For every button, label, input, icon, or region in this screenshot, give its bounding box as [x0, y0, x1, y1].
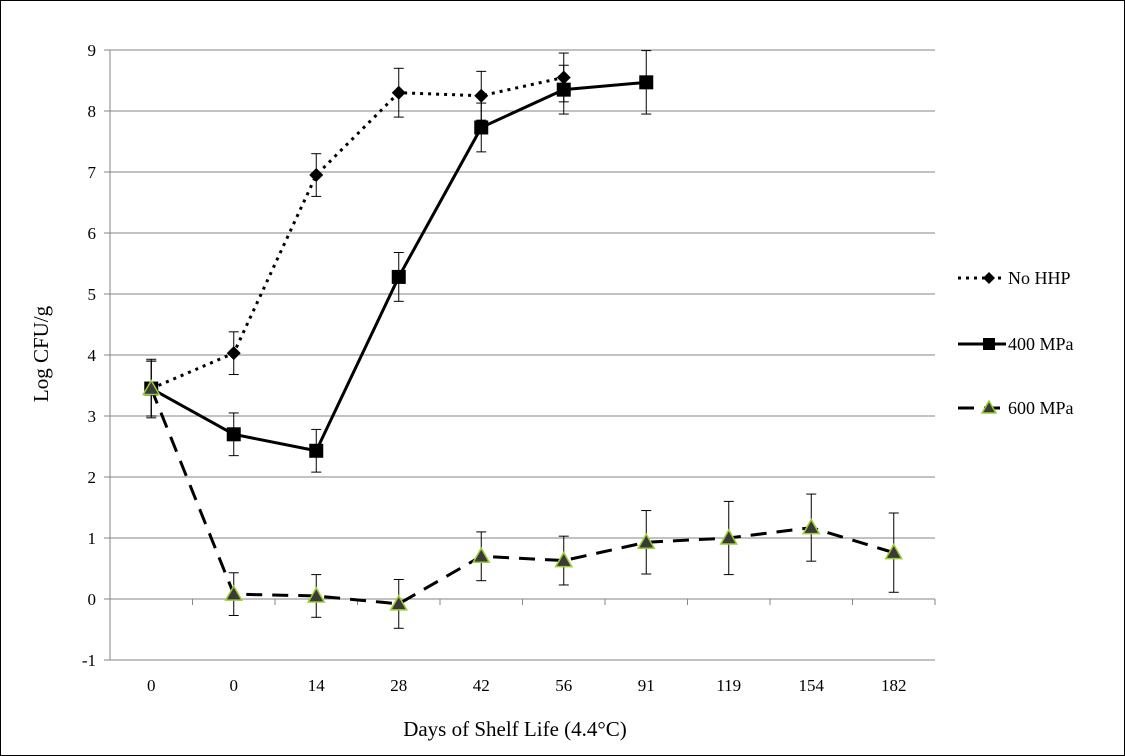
marker-triangle [224, 584, 244, 601]
marker-triangle [141, 379, 161, 396]
marker-square [983, 338, 995, 350]
x-tick-label: 56 [555, 676, 572, 695]
marker-square [226, 427, 241, 442]
marker-diamond [983, 272, 995, 284]
legend-item: 400 MPa [958, 334, 1074, 354]
marker-square [391, 269, 406, 284]
marker-square [556, 82, 571, 97]
series-layer [141, 50, 904, 629]
marker-triangle [884, 543, 904, 560]
marker-triangle [719, 528, 739, 545]
y-tick-label: 3 [88, 407, 97, 426]
marker-triangle [636, 532, 656, 550]
marker-triangle [554, 551, 574, 568]
marker-diamond [226, 346, 241, 361]
legend: No HHP 400 MPa 600 MPa [958, 268, 1074, 418]
x-axis-title: Days of Shelf Life (4.4°C) [403, 717, 627, 741]
series-line [150, 75, 565, 390]
marker-triangle [801, 518, 821, 535]
marker-triangle [306, 586, 326, 603]
legend-item: No HHP [958, 268, 1071, 288]
x-tick-label: 119 [716, 676, 741, 695]
marker-diamond [391, 85, 406, 100]
y-tick-label: 4 [88, 346, 97, 365]
marker-triangle [389, 594, 409, 611]
y-tick-label: 7 [88, 163, 97, 182]
marker-diamond [474, 88, 489, 103]
x-tick-label: 42 [473, 676, 490, 695]
y-axis-title: Log CFU/g [29, 305, 53, 402]
legend-item: 600 MPa [958, 398, 1074, 418]
legend-label: 400 MPa [1008, 334, 1074, 354]
legend-label: 600 MPa [1008, 398, 1074, 418]
marker-triangle [471, 546, 491, 564]
y-tick-label: 2 [88, 468, 97, 487]
x-tick-label: 154 [799, 676, 825, 695]
y-tick-label: 0 [88, 590, 97, 609]
y-tick-label: -1 [82, 651, 96, 670]
marker-square [474, 120, 489, 135]
y-tick-label: 6 [88, 224, 97, 243]
marker-square [309, 443, 324, 458]
series-600-mpa [141, 360, 904, 629]
marker-diamond [309, 168, 324, 183]
x-tick-label: 91 [638, 676, 655, 695]
y-tick-label: 1 [88, 529, 97, 548]
y-tick-label: 9 [88, 41, 97, 60]
x-tick-label: 182 [881, 676, 907, 695]
x-tick-label: 0 [230, 676, 239, 695]
x-tick-label: 0 [147, 676, 156, 695]
marker-square [639, 75, 654, 90]
marker-triangle [980, 399, 998, 414]
y-tick-label: 8 [88, 102, 97, 121]
y-tick-label: 5 [88, 285, 97, 304]
series-line [149, 387, 895, 606]
x-tick-label: 28 [390, 676, 407, 695]
legend-label: No HHP [1008, 268, 1071, 288]
x-tick-label: 14 [308, 676, 326, 695]
